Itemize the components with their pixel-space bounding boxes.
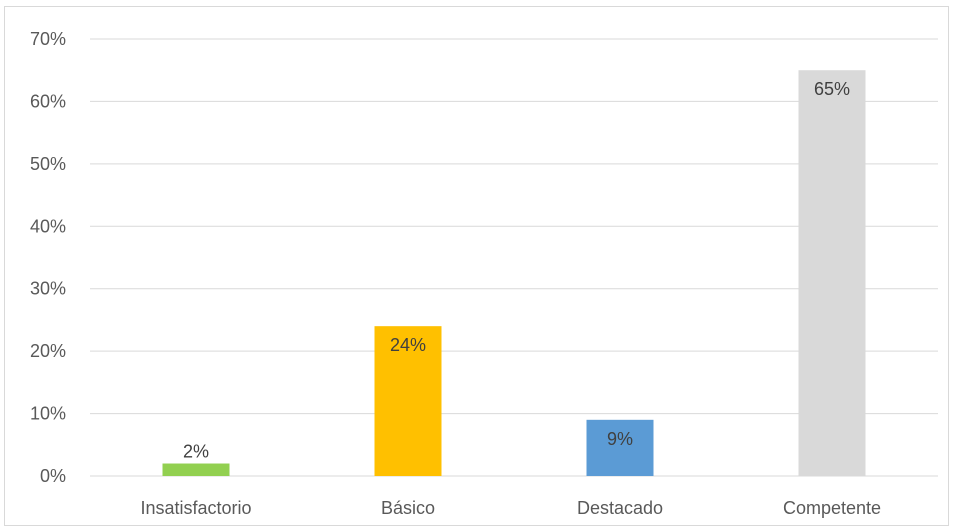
x-tick-label: Insatisfactorio bbox=[140, 498, 251, 518]
x-tick-label: Básico bbox=[381, 498, 435, 518]
bar bbox=[162, 463, 230, 476]
x-axis-tick-labels: Insatisfactorio Básico Destacado Competente bbox=[140, 498, 881, 518]
bar bbox=[374, 326, 442, 476]
y-axis-tick-labels: 0% 10% 20% 30% 40% 50% 60% 70% bbox=[30, 29, 66, 486]
y-tick-label: 0% bbox=[40, 466, 66, 486]
y-tick-label: 50% bbox=[30, 154, 66, 174]
bar bbox=[586, 419, 654, 476]
data-label: 24% bbox=[390, 335, 426, 355]
y-tick-label: 30% bbox=[30, 279, 66, 299]
x-tick-label: Destacado bbox=[577, 498, 663, 518]
y-tick-label: 40% bbox=[30, 216, 66, 236]
x-tick-label: Competente bbox=[783, 498, 881, 518]
gridlines bbox=[90, 38, 938, 477]
bar bbox=[798, 70, 866, 476]
data-label: 2% bbox=[183, 442, 209, 462]
bars bbox=[162, 70, 866, 476]
data-labels: 2% 24% 9% 65% bbox=[183, 79, 850, 461]
data-label: 9% bbox=[607, 429, 633, 449]
y-tick-label: 60% bbox=[30, 91, 66, 111]
y-tick-label: 70% bbox=[30, 29, 66, 49]
chart-area bbox=[4, 6, 949, 526]
data-label: 65% bbox=[814, 79, 850, 99]
y-tick-label: 10% bbox=[30, 404, 66, 424]
y-tick-label: 20% bbox=[30, 341, 66, 361]
